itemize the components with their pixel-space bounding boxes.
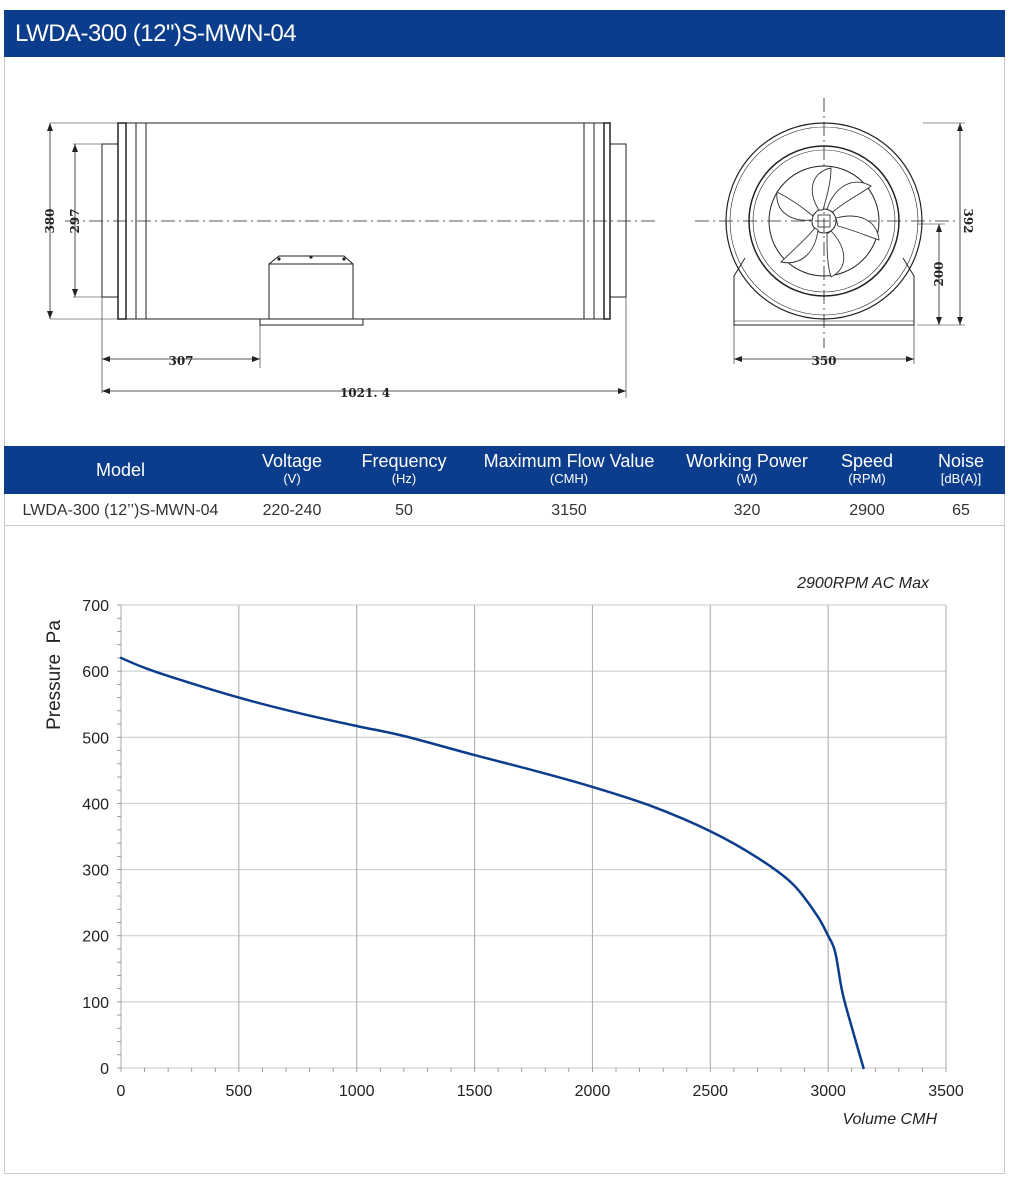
dim-base-offset: 307 [168, 354, 193, 368]
col-noise: Noise [dB(A)] [937, 451, 985, 486]
dim-outer-height: 380 [43, 208, 57, 233]
dim-inlet-height: 297 [68, 208, 82, 233]
x-tick-label: 2000 [575, 1083, 611, 1100]
plot-area [120, 604, 947, 1069]
x-tick-label: 1000 [339, 1083, 375, 1100]
x-tick-label: 2500 [692, 1083, 728, 1100]
cell-max-flow: 3150 [551, 502, 587, 519]
chart-title: 2900RPM AC Max [796, 575, 930, 592]
col-speed: Speed (RPM) [840, 451, 894, 486]
x-tick-label: 3500 [928, 1083, 964, 1100]
x-tick-label: 500 [226, 1083, 253, 1100]
cell-noise: 65 [952, 502, 970, 519]
col-voltage: Voltage (V) [261, 451, 323, 486]
dim-outer-diameter: 392 [961, 208, 975, 233]
x-tick-label: 1500 [457, 1083, 493, 1100]
y-axis-label: Pressure Pa [44, 620, 65, 730]
cell-voltage: 220-240 [262, 502, 322, 519]
col-max-flow: Maximum Flow Value (CMH) [483, 451, 655, 486]
col-working-power: Working Power (W) [686, 451, 808, 486]
x-axis-label: Volume CMH [842, 1111, 937, 1128]
y-tick-label: 200 [82, 929, 109, 946]
dim-total-length: 1021. 4 [340, 386, 390, 400]
col-model: Model [95, 460, 146, 480]
y-tick-label: 100 [82, 995, 109, 1012]
series-line-pressure [119, 656, 865, 1070]
technical-drawing: 380 297 307 1021. 4 392 200 350 [43, 98, 975, 400]
table-row: LWDA-300 (12’’)S-MWN-04 220-240 50 3150 … [4, 494, 1005, 526]
cell-model: LWDA-300 (12’’)S-MWN-04 [22, 502, 219, 519]
dim-base-height: 200 [932, 261, 946, 286]
page-title: LWDA-300 (12")S-MWN-04 [4, 10, 1005, 57]
y-tick-label: 600 [82, 664, 109, 681]
y-tick-label: 500 [82, 730, 109, 747]
dim-base-width: 350 [811, 354, 836, 368]
x-tick-label: 3000 [810, 1083, 846, 1100]
cell-frequency: 50 [395, 502, 413, 519]
y-tick-label: 0 [100, 1061, 109, 1078]
spec-table-header: Model Voltage (V) Frequency (Hz) Maximum… [4, 446, 1005, 494]
y-tick-label: 700 [82, 598, 109, 615]
y-tick-label: 300 [82, 863, 109, 880]
x-tick-label: 0 [117, 1083, 126, 1100]
cell-working-power: 320 [733, 502, 761, 519]
performance-chart: 0 100 200 300 400 500 600 700 0 500 1000 1500 2000 25… [44, 575, 964, 1128]
cell-speed: 2900 [849, 502, 885, 519]
y-tick-label: 400 [82, 796, 109, 813]
col-frequency: Frequency (Hz) [361, 451, 447, 486]
